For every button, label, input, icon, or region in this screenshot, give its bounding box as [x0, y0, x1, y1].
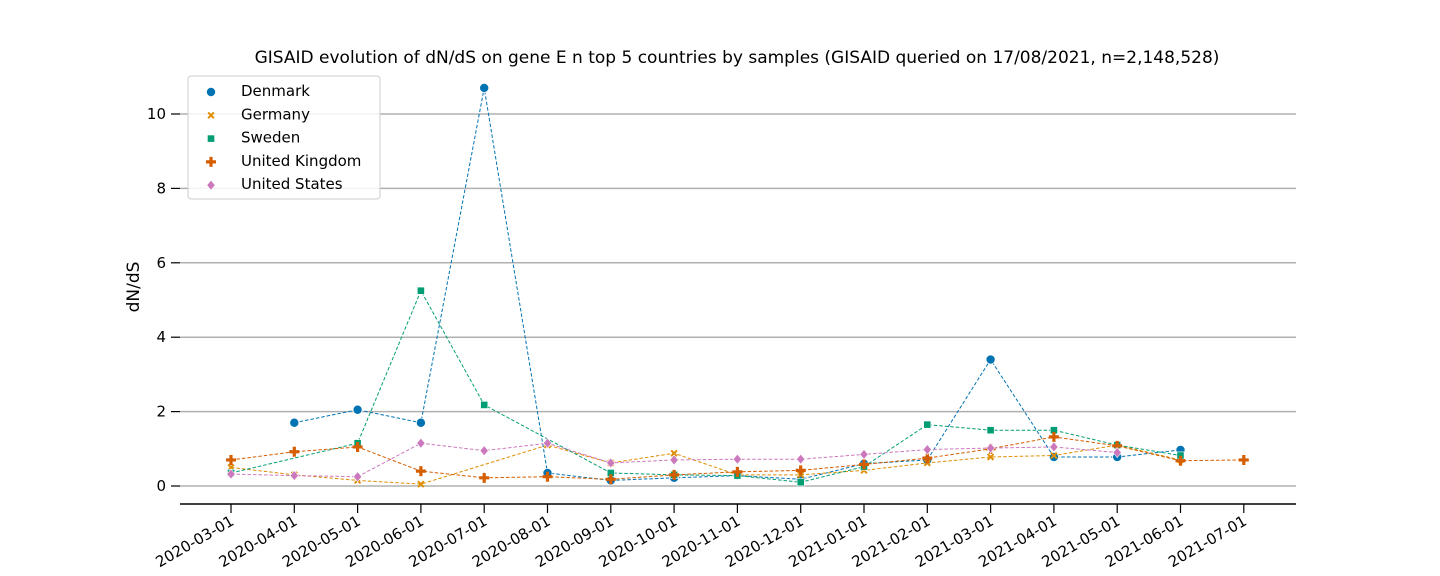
data-point-united-kingdom	[1048, 431, 1059, 442]
data-point-united-kingdom	[1112, 440, 1123, 451]
legend-label-united-states: United States	[241, 175, 343, 193]
data-point-united-kingdom	[479, 472, 490, 483]
series-line-sweden	[230, 289, 1181, 483]
data-point-united-states	[1112, 447, 1122, 458]
data-point-united-states	[479, 445, 489, 457]
data-point-united-states	[922, 444, 932, 456]
y-tick-label: 4	[156, 328, 166, 346]
legend-label-sweden: Sweden	[241, 129, 300, 147]
data-point-denmark	[985, 354, 996, 365]
data-point-united-kingdom	[669, 469, 680, 480]
data-point-united-kingdom	[922, 453, 933, 464]
data-point-united-kingdom	[1175, 455, 1186, 466]
data-point-denmark	[415, 417, 426, 428]
data-point-sweden	[986, 426, 995, 435]
data-point-united-states	[859, 448, 869, 460]
legend-box	[187, 75, 381, 200]
data-point-sweden	[416, 286, 425, 295]
series-germany	[227, 441, 1185, 488]
series-denmark	[289, 82, 1186, 486]
legend-label-denmark: Denmark	[241, 82, 310, 100]
data-point-denmark	[352, 404, 363, 415]
y-tick-label: 6	[156, 254, 166, 272]
legend-item-denmark: Denmark	[205, 82, 310, 100]
data-point-denmark	[479, 82, 490, 93]
data-point-united-states	[353, 471, 363, 483]
data-point-sweden	[923, 420, 932, 429]
data-point-united-kingdom	[352, 441, 363, 452]
legend-marker-germany	[207, 111, 215, 119]
data-point-united-states	[289, 470, 299, 482]
data-point-united-states	[226, 468, 236, 480]
data-point-united-states	[986, 442, 996, 454]
data-point-united-kingdom	[289, 446, 300, 457]
y-tick-label: 2	[156, 403, 166, 421]
legend-item-sweden: Sweden	[207, 129, 300, 147]
series-line-germany	[230, 444, 1181, 485]
y-axis-label: dN/dS	[124, 262, 144, 313]
y-tick-label: 8	[156, 179, 166, 197]
y-tick-label: 10	[147, 105, 166, 123]
data-point-germany	[670, 449, 678, 457]
data-point-united-kingdom	[542, 471, 553, 482]
data-point-sweden	[480, 401, 489, 409]
chart-title: GISAID evolution of dN/dS on gene E n to…	[255, 48, 1220, 68]
data-point-united-kingdom	[226, 454, 236, 465]
data-point-united-states	[542, 437, 553, 449]
data-point-united-kingdom	[605, 474, 616, 485]
legend-marker-sweden	[207, 134, 215, 143]
series-layer	[226, 82, 1249, 488]
data-point-united-kingdom	[415, 466, 426, 477]
data-point-germany	[417, 480, 425, 488]
data-point-united-states	[669, 454, 679, 466]
data-point-united-states	[796, 453, 806, 465]
data-point-denmark	[1048, 451, 1059, 462]
series-united-states	[226, 437, 1122, 483]
series-line-denmark	[294, 87, 1181, 481]
data-point-germany	[987, 453, 995, 461]
data-point-united-states	[732, 453, 742, 465]
data-point-united-states	[416, 437, 426, 449]
legend-item-germany: Germany	[207, 105, 310, 123]
legend-marker-united-states	[206, 179, 216, 191]
series-united-kingdom	[226, 431, 1249, 485]
legend-item-united-kingdom: United Kingdom	[206, 152, 361, 170]
data-point-germany	[1050, 451, 1058, 460]
data-point-united-states	[606, 457, 616, 469]
series-line-united-states	[230, 442, 1118, 478]
data-point-united-kingdom	[1238, 454, 1249, 465]
legend-marker-united-kingdom	[206, 156, 216, 167]
data-point-united-states	[1049, 441, 1059, 453]
legend-item-united-states: United States	[206, 175, 343, 193]
legend-label-united-kingdom: United Kingdom	[241, 152, 361, 170]
data-point-united-kingdom	[859, 459, 869, 470]
legend: Denmark Germany Sweden United Kingdom United…	[187, 75, 381, 200]
legend-marker-denmark	[205, 87, 216, 98]
data-point-united-kingdom	[732, 466, 743, 477]
y-tick-label: 0	[156, 477, 166, 495]
data-point-united-kingdom	[795, 465, 806, 476]
legend-label-germany: Germany	[241, 105, 310, 123]
data-point-sweden	[796, 478, 805, 487]
series-sweden	[227, 286, 1185, 487]
data-point-denmark	[289, 417, 300, 428]
